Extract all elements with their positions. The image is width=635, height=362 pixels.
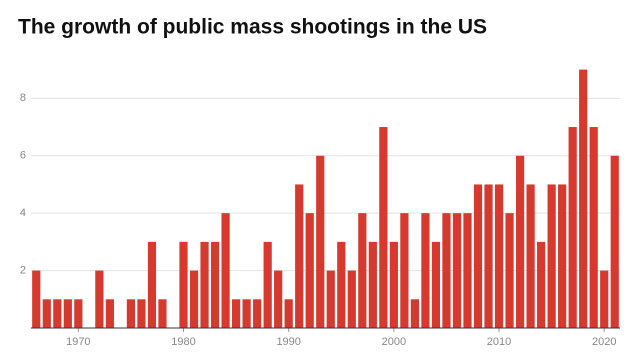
bar <box>473 184 483 328</box>
bar <box>421 213 430 328</box>
bar <box>600 270 609 328</box>
x-tick-label: 1980 <box>171 336 195 348</box>
bar <box>63 299 72 328</box>
bar <box>537 241 546 328</box>
bar <box>179 241 188 328</box>
bar <box>200 241 209 328</box>
bar <box>547 184 556 328</box>
bar <box>221 213 230 328</box>
x-tick-label: 1970 <box>66 336 90 348</box>
x-tick-label: 2020 <box>592 336 616 348</box>
bar <box>284 299 293 328</box>
bar <box>316 155 325 328</box>
bar <box>242 299 251 328</box>
bar <box>494 184 504 328</box>
bar <box>610 155 619 328</box>
bar <box>463 213 472 328</box>
chart-title: The growth of public mass shootings in t… <box>18 16 487 39</box>
bar <box>579 69 588 328</box>
x-tick-label: 1990 <box>276 336 300 348</box>
bar <box>74 299 83 328</box>
bar <box>389 241 398 328</box>
bar <box>326 270 335 328</box>
bar <box>347 270 356 328</box>
bar <box>368 241 377 328</box>
bar <box>400 213 409 328</box>
bar <box>53 299 62 328</box>
bar <box>189 270 199 328</box>
bar <box>337 241 346 328</box>
bar <box>295 184 304 328</box>
bar <box>137 299 146 328</box>
bar <box>484 184 493 328</box>
y-tick-label: 2 <box>20 264 26 276</box>
y-tick-label: 4 <box>20 207 26 219</box>
bar <box>32 270 41 328</box>
bar <box>526 184 535 328</box>
bar <box>95 270 104 328</box>
bar <box>147 241 157 328</box>
bar <box>305 213 314 328</box>
bar <box>568 127 577 328</box>
bar <box>589 127 598 328</box>
bar <box>410 299 420 328</box>
bar <box>442 213 451 328</box>
bar <box>158 299 167 328</box>
bar <box>274 270 283 328</box>
y-tick-label: 6 <box>20 150 26 162</box>
bar <box>210 241 220 328</box>
bar <box>358 213 367 328</box>
x-tick-label: 2000 <box>382 336 406 348</box>
bar <box>126 299 136 328</box>
y-tick-label: 8 <box>20 92 26 104</box>
bar <box>379 127 388 328</box>
bar <box>263 241 272 328</box>
bar <box>515 155 525 328</box>
bar <box>558 184 567 328</box>
bar <box>231 299 241 328</box>
bar <box>452 213 462 328</box>
bar <box>505 213 514 328</box>
bar <box>42 299 51 328</box>
bar <box>253 299 262 328</box>
bar <box>105 299 114 328</box>
x-tick-label: 2010 <box>487 336 511 348</box>
bar <box>431 241 441 328</box>
